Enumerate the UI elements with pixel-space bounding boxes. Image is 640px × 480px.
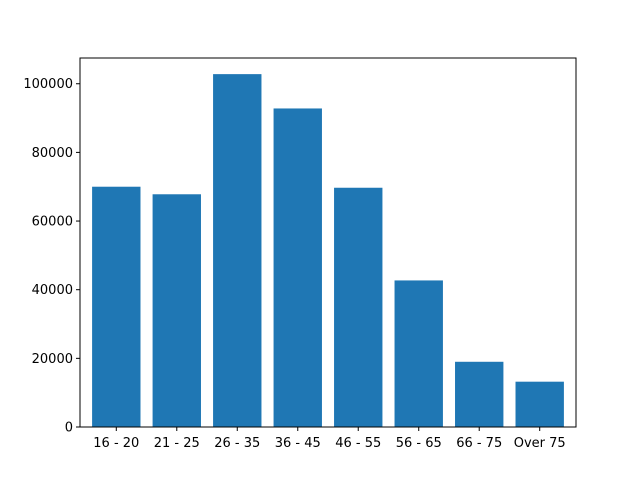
y-tick-label-5: 100000 — [23, 77, 73, 92]
x-tick-label-2: 26 - 35 — [214, 436, 260, 451]
x-tick-label-5: 56 - 65 — [396, 436, 442, 451]
y-tick-label-2: 40000 — [32, 283, 73, 298]
bar-1 — [152, 194, 201, 427]
bar-2 — [213, 74, 262, 427]
y-tick-label-3: 60000 — [32, 215, 73, 230]
bar-6 — [455, 361, 504, 427]
x-tick-label-0: 16 - 20 — [93, 436, 139, 451]
y-axis: 0 20000 40000 60000 80000 100000 — [23, 77, 80, 436]
x-tick-label-1: 21 - 25 — [154, 436, 200, 451]
x-axis: 16 - 20 21 - 25 26 - 35 36 - 45 46 - 55 56 - … — [93, 427, 566, 451]
x-tick-label-3: 36 - 45 — [275, 436, 321, 451]
y-tick-label-1: 20000 — [32, 352, 73, 367]
bar-7 — [515, 381, 564, 427]
y-tick-label-0: 0 — [65, 421, 73, 436]
bar-4 — [334, 187, 383, 427]
bar-0 — [92, 186, 141, 427]
bar-3 — [273, 108, 322, 427]
x-tick-label-6: 66 - 75 — [456, 436, 502, 451]
plot-frame — [79, 57, 577, 428]
bar-5 — [394, 280, 443, 427]
x-tick-label-7: Over 75 — [514, 436, 566, 451]
bars-layer — [92, 74, 564, 427]
x-tick-label-4: 46 - 55 — [335, 436, 381, 451]
y-tick-label-4: 80000 — [32, 146, 73, 161]
